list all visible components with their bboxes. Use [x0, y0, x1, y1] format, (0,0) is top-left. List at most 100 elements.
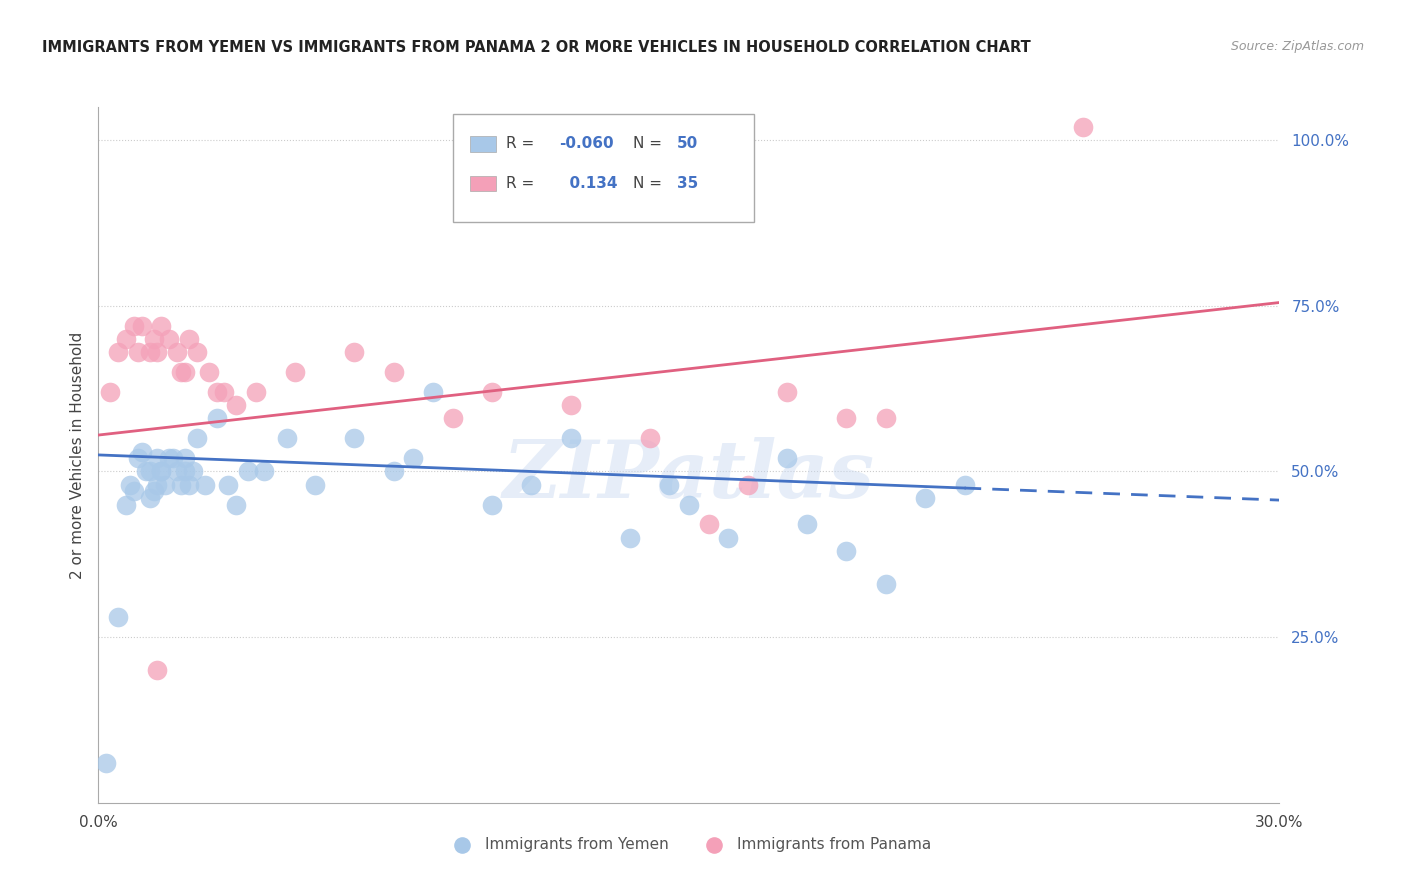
Text: Source: ZipAtlas.com: Source: ZipAtlas.com — [1230, 40, 1364, 54]
Point — [658, 477, 681, 491]
Point — [343, 345, 366, 359]
Point — [619, 531, 641, 545]
Point — [560, 431, 582, 445]
Point — [875, 411, 897, 425]
Point — [177, 332, 200, 346]
Point — [138, 491, 160, 505]
Point — [441, 411, 464, 425]
Point — [138, 465, 160, 479]
Point — [953, 477, 976, 491]
Point — [174, 451, 197, 466]
Point — [402, 451, 425, 466]
Point — [186, 345, 208, 359]
Text: -0.060: -0.060 — [560, 136, 613, 152]
Point — [382, 365, 405, 379]
Point — [135, 465, 157, 479]
Point — [150, 318, 173, 333]
Point — [245, 384, 267, 399]
Point — [174, 465, 197, 479]
Point — [150, 465, 173, 479]
FancyBboxPatch shape — [453, 114, 754, 222]
Text: R =: R = — [506, 176, 538, 191]
Text: 50: 50 — [678, 136, 699, 152]
Point — [197, 365, 219, 379]
Point — [170, 477, 193, 491]
Point — [638, 431, 661, 445]
Point — [146, 477, 169, 491]
Point — [678, 498, 700, 512]
Point — [96, 756, 118, 770]
Point — [166, 345, 188, 359]
Legend: Immigrants from Yemen, Immigrants from Panama: Immigrants from Yemen, Immigrants from P… — [440, 830, 938, 858]
Point — [737, 477, 759, 491]
Point — [236, 465, 259, 479]
Point — [118, 477, 141, 491]
Point — [217, 477, 239, 491]
Point — [157, 451, 180, 466]
Point — [422, 384, 444, 399]
Point — [520, 477, 543, 491]
Point — [253, 465, 276, 479]
Point — [146, 663, 169, 677]
Point — [276, 431, 298, 445]
Point — [115, 498, 138, 512]
Text: ZIPatlas: ZIPatlas — [503, 437, 875, 515]
Point — [560, 398, 582, 412]
Text: 35: 35 — [678, 176, 699, 191]
Point — [481, 384, 503, 399]
Point — [481, 498, 503, 512]
Point — [115, 332, 138, 346]
Point — [155, 477, 177, 491]
Point — [174, 365, 197, 379]
Point — [142, 332, 165, 346]
Point — [776, 451, 799, 466]
FancyBboxPatch shape — [471, 176, 496, 191]
Point — [796, 517, 818, 532]
Text: N =: N = — [634, 136, 668, 152]
Point — [127, 345, 149, 359]
Point — [122, 318, 145, 333]
Point — [835, 411, 858, 425]
Point — [131, 444, 153, 458]
Text: IMMIGRANTS FROM YEMEN VS IMMIGRANTS FROM PANAMA 2 OR MORE VEHICLES IN HOUSEHOLD : IMMIGRANTS FROM YEMEN VS IMMIGRANTS FROM… — [42, 40, 1031, 55]
Point — [343, 431, 366, 445]
Point — [157, 332, 180, 346]
Point — [170, 365, 193, 379]
Point — [1071, 120, 1094, 134]
Point — [697, 517, 720, 532]
Point — [186, 431, 208, 445]
Point — [304, 477, 326, 491]
Point — [127, 451, 149, 466]
Point — [225, 498, 247, 512]
Point — [166, 465, 188, 479]
Point — [122, 484, 145, 499]
FancyBboxPatch shape — [471, 136, 496, 152]
Point — [717, 531, 740, 545]
Y-axis label: 2 or more Vehicles in Household: 2 or more Vehicles in Household — [69, 331, 84, 579]
Point — [835, 544, 858, 558]
Text: R =: R = — [506, 136, 538, 152]
Point — [382, 465, 405, 479]
Point — [181, 465, 204, 479]
Text: 0.134: 0.134 — [560, 176, 617, 191]
Point — [225, 398, 247, 412]
Point — [205, 411, 228, 425]
Point — [177, 477, 200, 491]
Point — [146, 345, 169, 359]
Point — [205, 384, 228, 399]
Point — [162, 451, 184, 466]
Point — [138, 345, 160, 359]
Point — [214, 384, 236, 399]
Point — [914, 491, 936, 505]
Point — [875, 577, 897, 591]
Point — [150, 465, 173, 479]
Text: N =: N = — [634, 176, 668, 191]
Point — [107, 345, 129, 359]
Point — [98, 384, 121, 399]
Point — [194, 477, 217, 491]
Point — [776, 384, 799, 399]
Point — [107, 610, 129, 624]
Point — [146, 451, 169, 466]
Point — [142, 484, 165, 499]
Point — [284, 365, 307, 379]
